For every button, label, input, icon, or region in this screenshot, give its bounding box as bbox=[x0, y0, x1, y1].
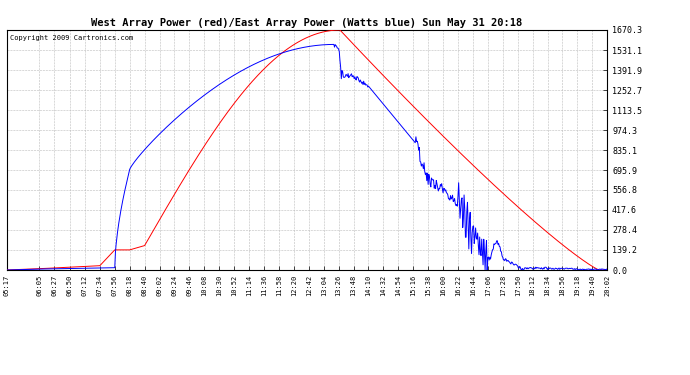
Title: West Array Power (red)/East Array Power (Watts blue) Sun May 31 20:18: West Array Power (red)/East Array Power … bbox=[91, 18, 523, 28]
Text: Copyright 2009 Cartronics.com: Copyright 2009 Cartronics.com bbox=[10, 35, 133, 41]
